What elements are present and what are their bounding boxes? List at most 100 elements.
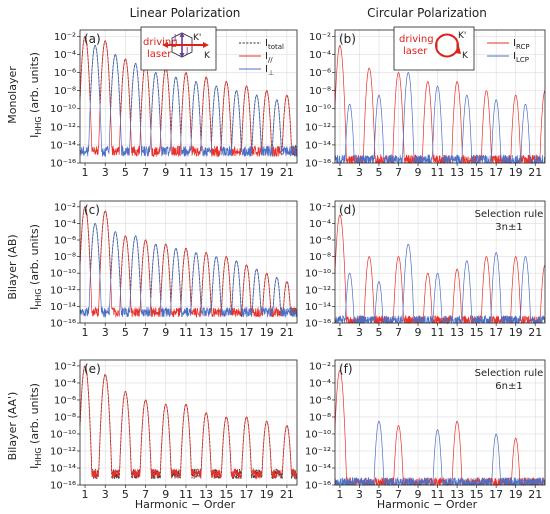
x-tick-label: 3 — [102, 326, 109, 339]
x-tick-label: 15 — [470, 488, 484, 501]
x-tick-label: 9 — [415, 488, 422, 501]
series-i — [79, 35, 298, 157]
x-tick-label: 11 — [431, 326, 445, 339]
y-tick-label: 10⁻² — [309, 361, 331, 372]
y-tick-label: 10⁻⁶ — [54, 236, 76, 247]
x-tick-label: 11 — [179, 326, 193, 339]
y-axis-title-row-1: IHHG (arb. units) — [28, 52, 43, 138]
panel-letter: (e) — [84, 362, 101, 376]
x-tick-label: 1 — [82, 326, 89, 339]
y-tick-label: 10⁻⁴ — [309, 219, 331, 230]
panel-e: 1 3 5 7 9 11 13 15 17 19 2110⁻¹⁶10⁻¹⁴10⁻¹²10⁻¹⁰10⁻… — [50, 359, 298, 501]
y-tick-label: 10⁻¹⁰ — [305, 429, 331, 440]
x-tick-label: 15 — [219, 488, 233, 501]
series-ilcp — [334, 243, 546, 325]
inset-linear-k: K — [204, 51, 211, 61]
inset-circular-laser: laser — [403, 46, 428, 57]
y-tick-label: 10⁻¹⁶ — [305, 159, 331, 170]
panel-letter: (d) — [339, 203, 356, 217]
x-tick-label: 17 — [489, 166, 503, 179]
y-tick-label: 10⁻² — [54, 32, 76, 43]
selection-rule-value: 6n±1 — [495, 381, 522, 392]
x-tick-label: 17 — [240, 488, 254, 501]
y-tick-label: 10⁻² — [309, 202, 331, 213]
y-tick-label: 10⁻⁸ — [54, 252, 76, 263]
inset-linear-driving: driving — [143, 37, 178, 48]
column-title-circular: Circular Polarization — [367, 6, 487, 20]
y-tick-label: 10⁻¹² — [50, 285, 76, 296]
y-tick-label: 10⁻¹⁰ — [50, 104, 76, 115]
x-tick-label: 7 — [395, 326, 402, 339]
row-label-bilayer-ab: Bilayer (AB) — [6, 234, 19, 299]
x-tick-label: 3 — [356, 326, 363, 339]
legend-label: Itotal — [265, 38, 284, 51]
y-tick-label: 10⁻¹⁴ — [50, 140, 76, 151]
x-tick-label: 21 — [528, 326, 542, 339]
svg-text:IHHG (arb. units): IHHG (arb. units) — [28, 52, 43, 138]
y-tick-label: 10⁻¹⁶ — [50, 159, 76, 170]
selection-rule-label: Selection rule — [475, 209, 544, 220]
x-tick-label: 15 — [219, 326, 233, 339]
panel-letter: (a) — [84, 32, 101, 46]
x-tick-label: 5 — [375, 326, 382, 339]
x-tick-label: 11 — [179, 166, 193, 179]
y-tick-label: 10⁻⁶ — [54, 68, 76, 79]
x-tick-label: 3 — [356, 488, 363, 501]
y-tick-label: 10⁻¹⁶ — [50, 319, 76, 330]
inset-circular: driving laser K' K — [393, 26, 475, 71]
y-tick-label: 10⁻¹⁰ — [305, 104, 331, 115]
x-tick-label: 17 — [489, 488, 503, 501]
y-tick-label: 10⁻⁶ — [309, 395, 331, 406]
column-title-linear: Linear Polarization — [130, 6, 241, 20]
x-tick-label: 13 — [450, 166, 464, 179]
x-tick-label: 11 — [431, 166, 445, 179]
y-tick-label: 10⁻¹⁴ — [305, 463, 331, 474]
x-tick-label: 15 — [470, 166, 484, 179]
x-tick-label: 9 — [415, 166, 422, 179]
x-tick-label: 5 — [375, 166, 382, 179]
panel-f: 1 3 5 7 9 11 13 15 17 19 2110⁻¹⁶10⁻¹⁴10⁻¹²10⁻¹⁰10⁻… — [305, 359, 546, 501]
x-tick-label: 17 — [240, 166, 254, 179]
y-tick-label: 10⁻⁶ — [309, 68, 331, 79]
series-i — [79, 223, 298, 318]
x-tick-label: 19 — [260, 326, 274, 339]
legend-label: I⊥ — [265, 64, 274, 77]
y-tick-label: 10⁻¹⁰ — [305, 269, 331, 280]
x-tick-label: 1 — [336, 488, 343, 501]
y-axis-title-row-3: IHHG (arb. units) — [28, 383, 43, 469]
x-tick-label: 3 — [102, 166, 109, 179]
x-tick-label: 19 — [509, 488, 523, 501]
y-tick-label: 10⁻⁴ — [54, 378, 76, 389]
x-tick-label: 13 — [450, 488, 464, 501]
y-tick-label: 10⁻¹² — [305, 122, 331, 133]
x-tick-label: 21 — [528, 166, 542, 179]
x-tick-label: 9 — [415, 326, 422, 339]
x-tick-label: 9 — [162, 326, 169, 339]
y-tick-label: 10⁻¹² — [50, 122, 76, 133]
x-tick-label: 11 — [431, 488, 445, 501]
plot-frame — [334, 359, 546, 486]
y-tick-label: 10⁻¹² — [305, 285, 331, 296]
row-label-bilayer-aa: Bilayer (AA') — [6, 392, 19, 461]
x-tick-label: 5 — [122, 326, 129, 339]
x-tick-label: 7 — [142, 326, 149, 339]
selection-rule-label: Selection rule — [475, 368, 544, 379]
plot-frame — [79, 359, 298, 486]
x-tick-label: 7 — [395, 488, 402, 501]
y-tick-label: 10⁻¹² — [50, 446, 76, 457]
inset-circular-driving: driving — [399, 34, 434, 45]
y-tick-label: 10⁻⁸ — [309, 412, 331, 423]
x-tick-label: 1 — [82, 166, 89, 179]
x-tick-label: 21 — [528, 488, 542, 501]
y-tick-label: 10⁻¹² — [305, 446, 331, 457]
x-axis-title-right: Harmonic − Order — [377, 498, 478, 511]
x-tick-label: 11 — [179, 488, 193, 501]
legend-label: IRCP — [513, 38, 530, 51]
panel-letter: (f) — [339, 362, 353, 376]
svg-text:IHHG (arb. units): IHHG (arb. units) — [28, 224, 43, 310]
y-tick-label: 10⁻² — [54, 361, 76, 372]
x-tick-label: 21 — [280, 488, 294, 501]
x-tick-label: 17 — [240, 326, 254, 339]
inset-circular-kprime: K' — [458, 31, 466, 41]
x-tick-label: 1 — [336, 166, 343, 179]
